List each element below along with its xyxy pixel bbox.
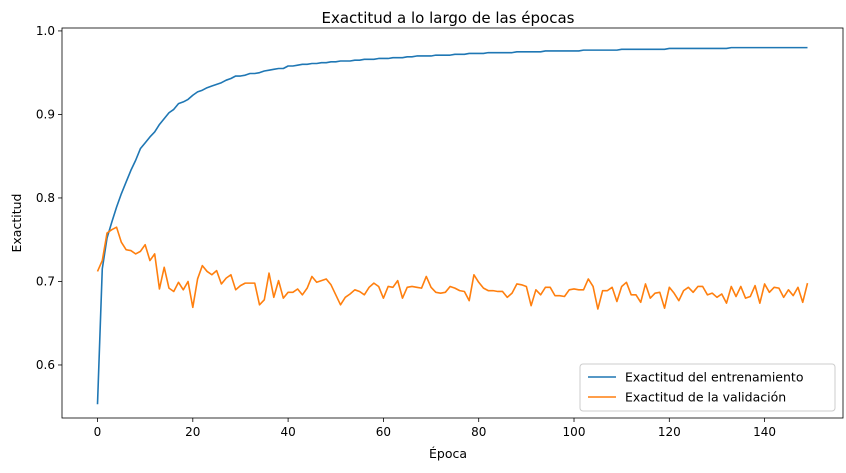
legend: Exactitud del entrenamiento Exactitud de… [579, 363, 836, 412]
x-axis-ticks: 0 20 40 60 80 100 120 140 [94, 418, 776, 439]
series-line-train [96, 46, 808, 405]
series-line-validation [96, 226, 809, 310]
x-tick-label: 60 [376, 425, 391, 439]
plot-frame [61, 27, 844, 419]
x-tick-label: 80 [471, 425, 486, 439]
x-tick-label: 100 [563, 425, 586, 439]
legend-label-validation: Exactitud de la validación [625, 390, 786, 405]
y-tick-label: 0.8 [36, 191, 55, 205]
y-tick-label: 0.7 [36, 274, 55, 288]
x-tick-label: 20 [185, 425, 200, 439]
chart-title: Exactitud a lo largo de las épocas [322, 9, 575, 27]
x-axis-label: Época [429, 446, 467, 461]
legend-box [579, 363, 836, 412]
y-tick-label: 0.9 [36, 107, 55, 121]
legend-label-train: Exactitud del entrenamiento [625, 370, 803, 385]
x-tick-label: 40 [280, 425, 295, 439]
plot-background [62, 28, 843, 418]
y-axis-ticks: 0.6 0.7 0.8 0.9 1.0 [36, 24, 62, 372]
x-tick-label: 120 [658, 425, 681, 439]
plot-area: 0 20 40 60 80 100 120 140 0.6 0.7 0.8 0.9 1.0 [36, 24, 844, 439]
series-lines [96, 46, 809, 405]
y-tick-label: 0.6 [36, 358, 55, 372]
y-tick-label: 1.0 [36, 24, 55, 38]
y-axis-label: Exactitud [9, 194, 24, 253]
x-tick-label: 0 [94, 425, 102, 439]
x-tick-label: 140 [753, 425, 776, 439]
